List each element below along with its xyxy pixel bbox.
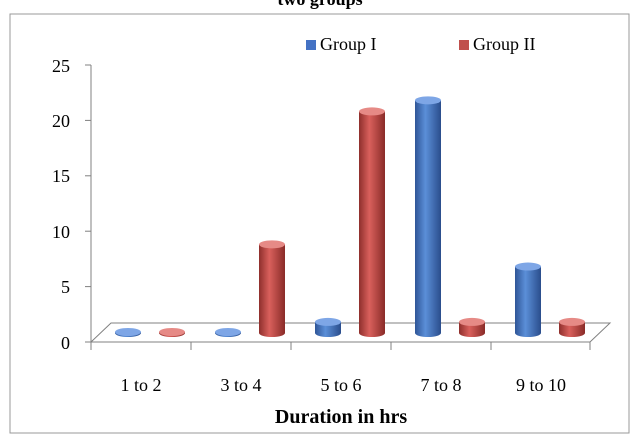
x-tick-label: 3 to 4 — [220, 375, 261, 395]
x-tick-label: 9 to 10 — [516, 375, 566, 395]
bar-group-1-2 — [315, 317, 341, 337]
x-tick-label: 7 to 8 — [420, 375, 461, 395]
y-axis: 0 5 10 15 20 25 — [52, 56, 91, 353]
bar-group-2-2 — [359, 107, 385, 338]
y-tick-label: 25 — [52, 56, 70, 76]
legend: Group I Group II — [306, 34, 535, 54]
x-axis-title: Duration in hrs — [275, 406, 407, 428]
bar-group-2-1 — [259, 240, 285, 337]
chart-frame — [9, 13, 630, 434]
bars — [115, 96, 585, 338]
y-tick-label: 5 — [61, 277, 70, 297]
bar-group-1-3 — [415, 96, 441, 337]
bar-group-1-1 — [215, 328, 241, 337]
bar-group-2-3 — [459, 317, 485, 337]
bar-group-1-4 — [515, 262, 541, 337]
bar-group-2-4 — [559, 317, 585, 337]
y-tick-label: 20 — [52, 111, 70, 131]
legend-swatch-group-2 — [459, 40, 469, 50]
x-axis: 1 to 2 3 to 4 5 to 6 7 to 8 9 to 10 Dura… — [90, 342, 591, 428]
y-tick-label: 15 — [52, 166, 70, 186]
chart-title: two groups — [277, 0, 362, 9]
y-tick-label: 10 — [52, 222, 70, 242]
x-tick-label: 5 to 6 — [320, 375, 361, 395]
bar-group-1-0 — [115, 328, 141, 337]
legend-label-group-2: Group II — [473, 34, 535, 54]
bar-group-2-0 — [159, 328, 185, 337]
x-tick-label: 1 to 2 — [120, 375, 161, 395]
y-tick-label: 0 — [61, 333, 70, 353]
legend-swatch-group-1 — [306, 40, 316, 50]
legend-label-group-1: Group I — [320, 34, 377, 54]
